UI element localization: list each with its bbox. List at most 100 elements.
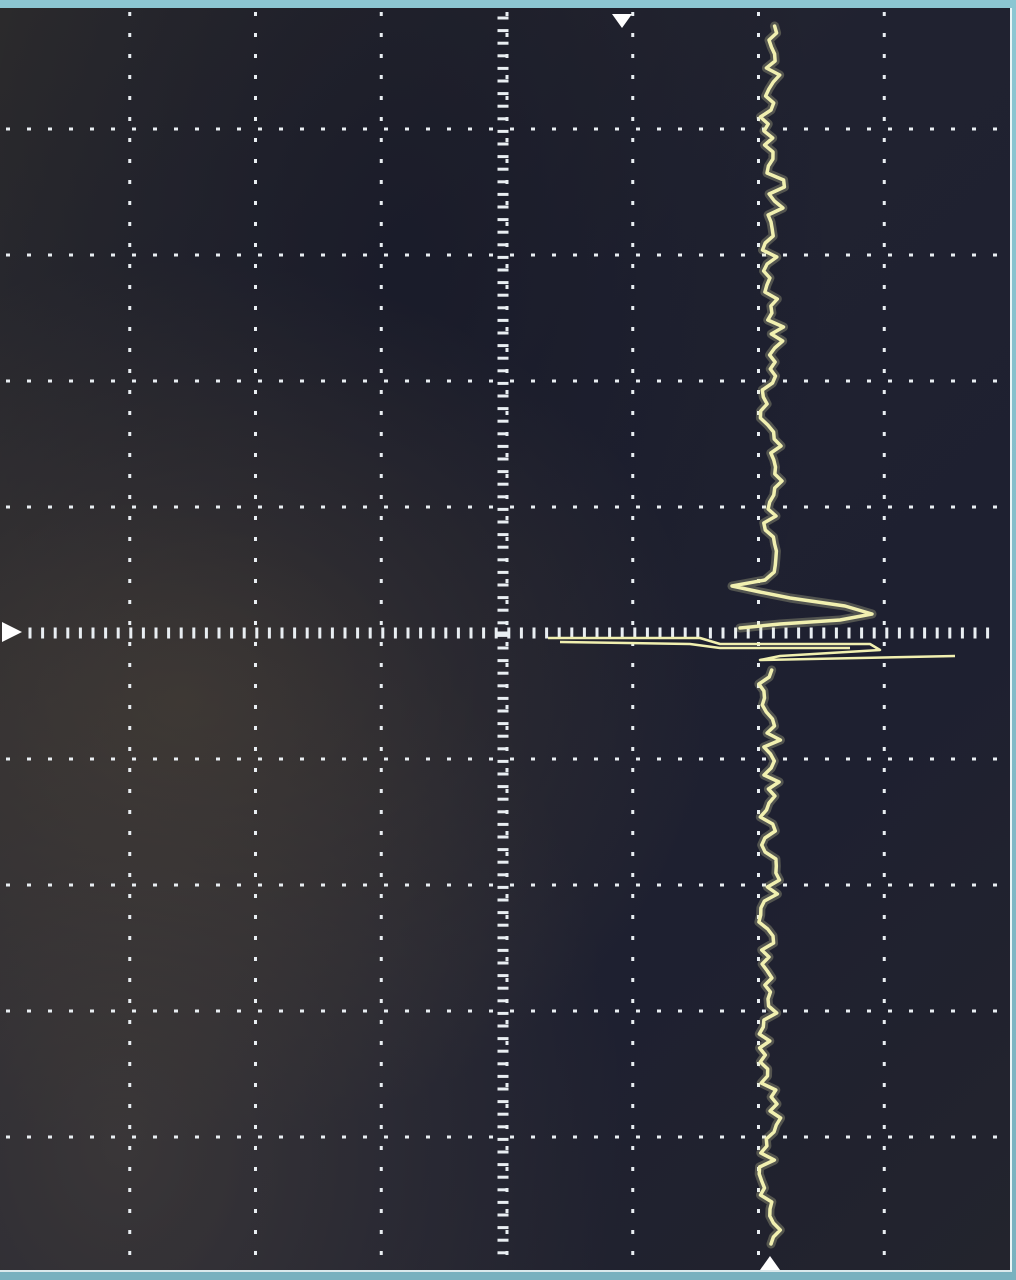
axis-tick xyxy=(497,117,509,121)
axis-tick xyxy=(497,54,509,58)
axis-tick xyxy=(497,1238,509,1242)
graticule-dot xyxy=(882,12,886,16)
graticule-dot xyxy=(882,348,886,352)
axis-tick xyxy=(381,627,385,639)
graticule-dot xyxy=(254,1251,257,1255)
graticule-dot xyxy=(279,379,283,383)
graticule-dot xyxy=(757,747,760,751)
graticule-dot xyxy=(405,127,409,131)
graticule-dot xyxy=(153,1009,157,1013)
axis-tick xyxy=(671,627,675,639)
graticule-dot xyxy=(258,1135,262,1139)
graticule-dot xyxy=(882,201,886,205)
graticule-dot xyxy=(757,1041,760,1045)
graticule-dot xyxy=(636,1009,640,1013)
graticule-dot xyxy=(552,253,556,257)
axis-tick xyxy=(497,167,509,171)
axis-tick xyxy=(267,627,271,639)
graticule-dot xyxy=(678,757,682,761)
graticule-dot xyxy=(379,516,383,520)
graticule-dot xyxy=(128,642,132,646)
graticule-dot xyxy=(379,348,383,352)
graticule-dot xyxy=(379,75,383,79)
graticule-dot xyxy=(468,757,472,761)
graticule-dot xyxy=(237,505,241,509)
axis-tick xyxy=(822,627,826,639)
graticule-dot xyxy=(128,243,132,247)
graticule-dot xyxy=(757,495,760,499)
graticule-dot xyxy=(720,505,724,509)
graticule-dot xyxy=(69,253,73,257)
graticule-dot xyxy=(909,883,913,887)
axis-tick xyxy=(497,533,509,537)
axis-tick xyxy=(872,627,876,639)
axis-tick xyxy=(497,444,509,448)
axis-tick xyxy=(497,155,509,159)
axis-tick xyxy=(497,1011,509,1015)
axis-tick xyxy=(431,627,435,639)
graticule-dot xyxy=(804,505,808,509)
graticule-dot xyxy=(993,757,997,761)
graticule-dot xyxy=(505,831,509,835)
graticule-dot xyxy=(631,810,635,814)
graticule-dot xyxy=(379,264,383,268)
graticule-dot xyxy=(6,757,10,761)
axis-tick xyxy=(897,627,901,639)
axis-tick xyxy=(809,627,813,639)
graticule-dot xyxy=(254,75,257,79)
graticule-dot xyxy=(631,474,635,478)
graticule-dot xyxy=(254,810,257,814)
graticule-dot xyxy=(636,1135,640,1139)
graticule-dot xyxy=(909,505,913,509)
graticule-dot xyxy=(216,505,220,509)
graticule-dot xyxy=(510,757,514,761)
axis-tick xyxy=(497,394,509,398)
axis-tick xyxy=(116,627,120,639)
graticule-dot xyxy=(195,253,199,257)
axis-tick xyxy=(497,129,509,133)
axis-tick xyxy=(497,255,509,259)
graticule-dot xyxy=(825,1009,829,1013)
graticule-dot xyxy=(631,747,635,751)
axis-tick xyxy=(179,627,183,639)
graticule-dot xyxy=(909,1009,913,1013)
graticule-dot xyxy=(972,757,976,761)
graticule-dot xyxy=(888,1135,892,1139)
graticule-dot xyxy=(48,1009,52,1013)
graticule-dot xyxy=(594,757,598,761)
graticule-dot xyxy=(128,516,132,520)
graticule-dot xyxy=(363,505,367,509)
graticule-dot xyxy=(757,558,760,562)
graticule-dot xyxy=(631,558,635,562)
graticule-dot xyxy=(128,936,132,940)
graticule-dot xyxy=(237,1135,241,1139)
axis-tick xyxy=(497,520,509,524)
graticule-dot xyxy=(552,757,556,761)
graticule-dot xyxy=(6,1135,10,1139)
graticule-dot xyxy=(882,915,886,919)
graticule-dot xyxy=(882,558,886,562)
graticule-dot xyxy=(631,432,635,436)
graticule-dot xyxy=(27,253,31,257)
graticule-dot xyxy=(379,243,383,247)
graticule-dot xyxy=(379,810,383,814)
graticule-dot xyxy=(128,159,132,163)
graticule-dot xyxy=(552,1135,556,1139)
graticule-dot xyxy=(128,852,132,856)
graticule-dot xyxy=(132,505,136,509)
graticule-dot xyxy=(757,1020,760,1024)
graticule-dot xyxy=(657,127,661,131)
graticule-dot xyxy=(254,33,257,37)
graticule-dot xyxy=(363,757,367,761)
graticule-dot xyxy=(757,411,760,415)
axis-tick xyxy=(497,306,509,310)
graticule-dot xyxy=(505,537,509,541)
graticule-dot xyxy=(930,253,934,257)
graticule-dot xyxy=(631,726,635,730)
graticule-dot xyxy=(909,757,913,761)
graticule-dot xyxy=(153,127,157,131)
graticule-dot xyxy=(254,222,257,226)
graticule-dot xyxy=(972,883,976,887)
axis-tick xyxy=(497,835,509,839)
graticule-dot xyxy=(505,978,509,982)
